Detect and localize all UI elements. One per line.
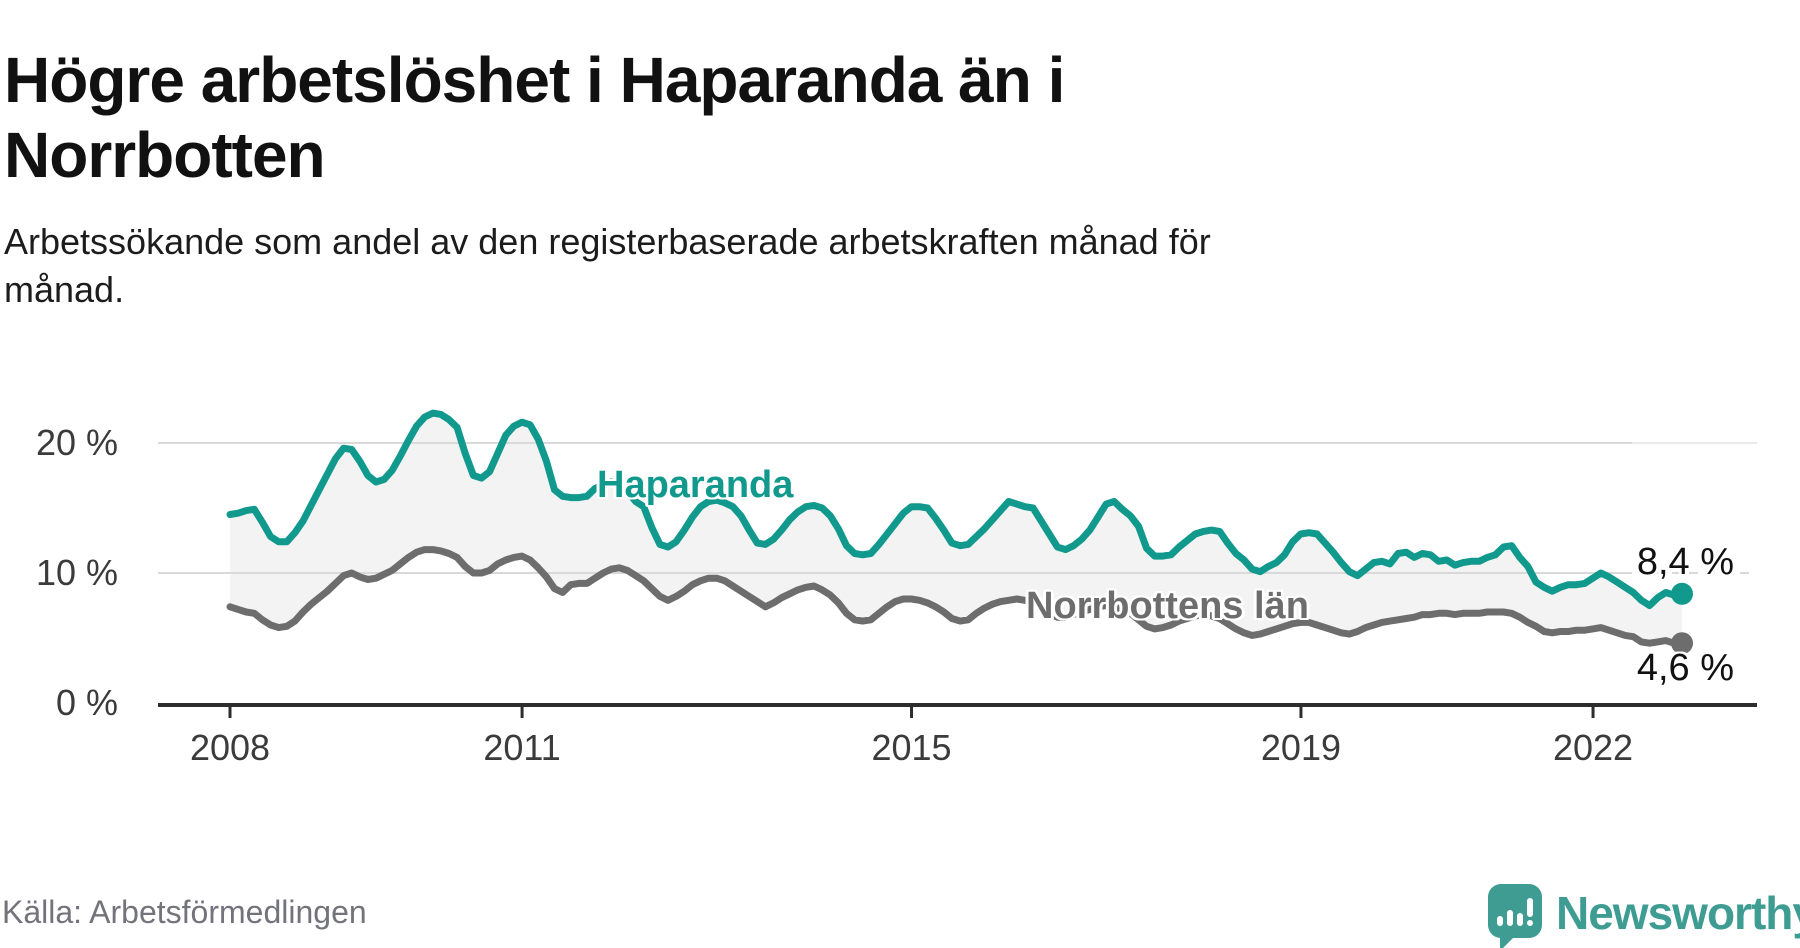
newsworthy-logo[interactable]: Newsworthy	[1488, 884, 1800, 948]
x-tick-label-2011: 2011	[483, 727, 561, 768]
x-tick-label-2022: 2022	[1552, 727, 1634, 768]
series-label-norrbotten: Norrbottens län	[1026, 585, 1309, 627]
x-tick-label-2015: 2015	[871, 727, 952, 768]
y-tick-label-20: 20 %	[35, 422, 118, 463]
newsworthy-chart-bubble-icon	[1488, 884, 1542, 948]
line-norrbottens-län	[226, 546, 1686, 647]
y-tick-label-0: 0 %	[55, 682, 118, 723]
between-series-area	[230, 413, 1682, 644]
newsworthy-wordmark: Newsworthy	[1556, 887, 1800, 939]
end-value-haparanda: 8,4 %	[1636, 541, 1734, 583]
series-label-haparanda: Haparanda	[597, 464, 794, 506]
chart-title: Högre arbetslöshet i Haparanda än i Norr…	[4, 43, 1065, 192]
source-note: Källa: Arbetsförmedlingen	[2, 894, 367, 930]
line-haparanda	[226, 409, 1686, 609]
end-value-norrbotten: 4,6 %	[1636, 647, 1734, 689]
end-dot-haparanda	[1671, 582, 1693, 605]
y-tick-label-10: 10 %	[35, 552, 118, 593]
end-dot-norrbottens-län	[1671, 632, 1693, 655]
x-tick-label-2008: 2008	[189, 727, 271, 768]
x-tick-label-2019: 2019	[1260, 727, 1341, 768]
chart-subtitle: Arbetssökande som andel av den registerb…	[4, 221, 1211, 310]
